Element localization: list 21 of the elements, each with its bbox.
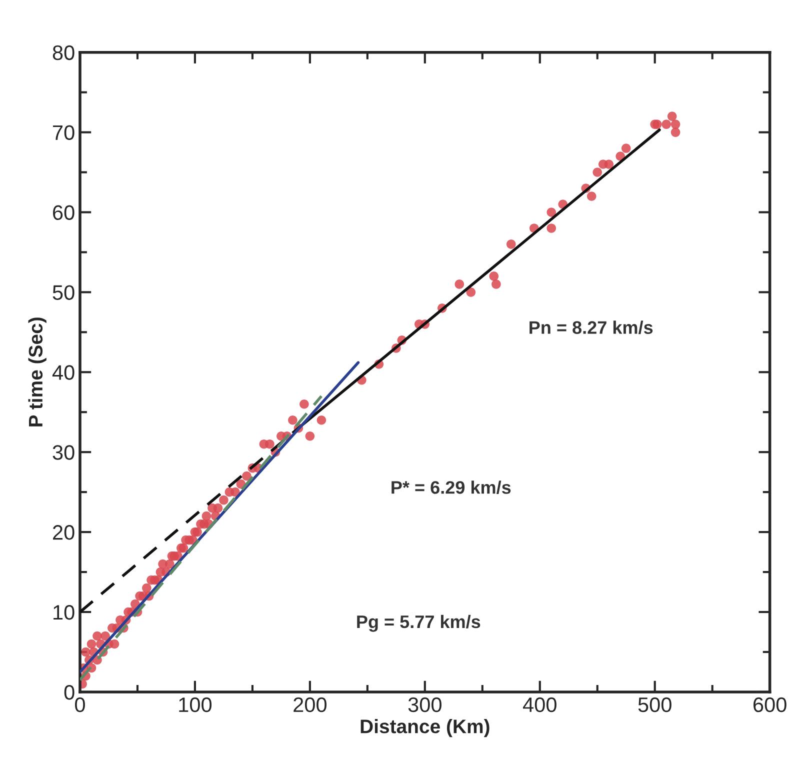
annotation: Pn = 8.27 km/s (530, 320, 653, 334)
y-tick-label: 0 (64, 684, 74, 700)
x-tick-label: 300 (408, 697, 442, 712)
annotation: P* = 6.29 km/s (392, 480, 511, 494)
y-tick-label: 10 (54, 605, 74, 620)
x-tick-label: 400 (522, 697, 556, 712)
y-tick-label: 70 (53, 125, 74, 140)
x-axis-title: Distance (Km) (360, 719, 490, 738)
y-tick-label: 80 (52, 45, 74, 60)
y-tick-label: 60 (53, 205, 74, 220)
y-tick-label: 50 (52, 285, 74, 300)
x-tick-label: 200 (294, 697, 327, 712)
annotation: Pg = 5.77 km/s (357, 614, 480, 632)
x-tick-label: 500 (638, 697, 672, 712)
y-tick-label: 40 (52, 365, 74, 380)
y-tick-label: 20 (53, 525, 74, 540)
y-tick-label: 30 (52, 445, 74, 460)
x-tick-label: 600 (754, 697, 786, 712)
x-tick-label: 100 (179, 697, 212, 712)
y-axis-title: P time (Sec) (28, 318, 46, 426)
x-tick-label: 0 (75, 697, 85, 712)
